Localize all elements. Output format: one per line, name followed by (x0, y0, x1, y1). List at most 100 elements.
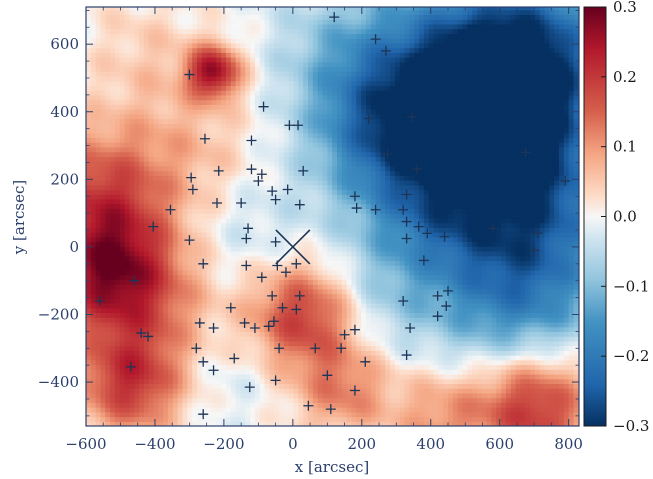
heatmap-cell (361, 255, 367, 262)
heatmap-cell (554, 227, 560, 233)
heatmap-cell (491, 359, 497, 366)
heatmap-cell (182, 288, 188, 295)
heatmap-cell (520, 198, 526, 205)
heatmap-cell (148, 293, 155, 299)
heatmap-cell (534, 284, 541, 290)
heatmap-cell (554, 411, 560, 418)
heatmap-cell (505, 255, 512, 262)
heatmap-cell (462, 340, 468, 347)
heatmap-cell (119, 198, 126, 205)
heatmap-cell (341, 222, 348, 228)
heatmap-cell (472, 350, 478, 356)
heatmap-cell (187, 246, 193, 252)
heatmap-cell (148, 369, 155, 375)
heatmap-cell (520, 378, 526, 385)
heatmap-cell (332, 236, 338, 243)
heatmap-cell (346, 255, 353, 262)
heatmap-cell (201, 293, 208, 299)
heatmap-cell (327, 293, 333, 299)
heatmap-cell (375, 198, 382, 205)
heatmap-cell (153, 260, 159, 266)
heatmap-cell (452, 298, 459, 304)
heatmap-cell (423, 269, 430, 276)
heatmap-cell (438, 378, 444, 385)
heatmap-cell (491, 312, 497, 318)
heatmap-cell (467, 293, 473, 299)
heatmap-cell (206, 274, 213, 280)
heatmap-cell (501, 241, 507, 247)
heatmap-cell (414, 269, 420, 276)
heatmap-cell (419, 284, 425, 290)
heatmap-cell (206, 284, 213, 290)
heatmap-cell (269, 255, 275, 262)
heatmap-cell (235, 194, 242, 200)
heatmap-cell (370, 364, 377, 370)
heatmap-cell (505, 355, 512, 361)
heatmap-cell (390, 326, 396, 332)
heatmap-cell (100, 397, 106, 403)
heatmap-cell (409, 213, 415, 219)
heatmap-cell (201, 340, 208, 347)
heatmap-cell (177, 293, 184, 299)
heatmap-cell (341, 369, 348, 375)
heatmap-cell (332, 303, 338, 309)
heatmap-cell (163, 336, 169, 342)
heatmap-cell (264, 321, 271, 328)
heatmap-cell (361, 198, 367, 205)
heatmap-cell (443, 350, 449, 356)
heatmap-cell (283, 397, 290, 403)
heatmap-cell (375, 232, 382, 238)
heatmap-cell (110, 288, 116, 295)
heatmap-cell (549, 288, 555, 295)
heatmap-cell (148, 265, 155, 271)
heatmap-cell (549, 255, 555, 262)
heatmap-cell (573, 288, 579, 295)
heatmap-cell (467, 350, 473, 356)
heatmap-cell (346, 208, 353, 214)
heatmap-cell (394, 288, 401, 295)
heatmap-cell (182, 326, 188, 332)
heatmap-cell (491, 227, 497, 233)
heatmap-cell (390, 378, 396, 385)
heatmap-cell (462, 269, 468, 276)
heatmap-cell (206, 208, 213, 214)
heatmap-cell (250, 274, 256, 280)
heatmap-cell (143, 359, 150, 366)
heatmap-cell (419, 416, 425, 422)
heatmap-cell (312, 373, 319, 380)
heatmap-cell (288, 402, 295, 408)
heatmap-cell (143, 246, 150, 252)
heatmap-cell (481, 284, 488, 290)
heatmap-cell (380, 345, 386, 351)
heatmap-cell (336, 265, 343, 271)
heatmap-cell (568, 246, 575, 252)
heatmap-cell (476, 397, 483, 403)
heatmap-cell (399, 388, 406, 394)
heatmap-cell (409, 217, 415, 224)
heatmap-cell (279, 284, 285, 290)
heatmap-cell (409, 411, 415, 418)
heatmap-cell (158, 279, 164, 285)
heatmap-cell (563, 416, 570, 422)
heatmap-cell (110, 359, 116, 366)
heatmap-cell (356, 416, 362, 422)
heatmap-cell (197, 284, 203, 290)
heatmap-cell (119, 203, 126, 209)
heatmap-cell (139, 194, 145, 200)
heatmap-cell (110, 355, 116, 361)
heatmap-cell (361, 236, 367, 243)
heatmap-cell (211, 388, 217, 394)
heatmap-cell (124, 260, 131, 266)
heatmap-cell (124, 227, 131, 233)
heatmap-cell (148, 317, 155, 323)
heatmap-cell (332, 397, 338, 403)
heatmap-cell (438, 397, 444, 403)
heatmap-cell (303, 279, 309, 285)
heatmap-cell (501, 321, 507, 328)
heatmap-cell (486, 236, 493, 243)
heatmap-cell (288, 284, 295, 290)
heatmap-cell (168, 392, 174, 399)
heatmap-cell (303, 284, 309, 290)
heatmap-cell (462, 274, 468, 280)
heatmap-cell (269, 279, 275, 285)
